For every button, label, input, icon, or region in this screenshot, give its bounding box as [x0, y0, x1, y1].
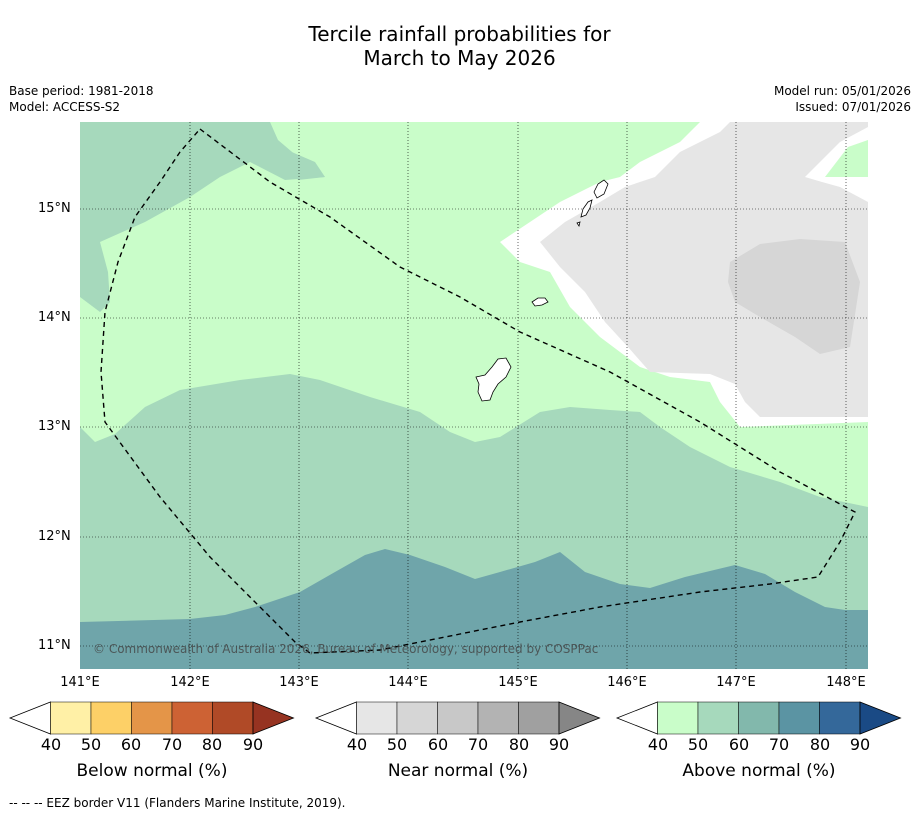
model-name: Model: ACCESS-S2 [9, 100, 121, 114]
colorbar-below-label: Below normal (%) [76, 761, 228, 781]
cb-above-tick: 40 [647, 735, 669, 754]
cb-near-tick: 60 [427, 735, 449, 754]
colorbar-below [8, 701, 295, 735]
colorbar-near-segment [356, 701, 398, 735]
colorbar-above-segment [657, 701, 699, 735]
cb-below-tick: 80 [201, 735, 223, 754]
colorbar-near-extend-high [558, 701, 601, 735]
colorbar-near-segment [396, 701, 438, 735]
eez-border [100, 128, 856, 654]
colorbar-below-segment [90, 701, 132, 735]
cb-near-tick: 40 [346, 735, 368, 754]
lon-label-145: 145°E [498, 675, 538, 690]
island-rota [531, 297, 549, 307]
title-line-2: March to May 2026 [363, 46, 556, 70]
colorbar-above [615, 701, 902, 735]
colorbar-below-segment [50, 701, 92, 735]
colorbar-near-extend-low [314, 701, 357, 735]
colorbar-near-segment [518, 701, 560, 735]
map-green-patch [825, 140, 868, 177]
lat-label-13: 13°N [38, 419, 71, 434]
colorbar-below-segment [131, 701, 173, 735]
lat-label-11: 11°N [38, 638, 71, 653]
colorbar-near-label: Near normal (%) [387, 761, 529, 781]
islands [475, 179, 609, 402]
colorbar-above-segment [819, 701, 861, 735]
lat-label-15: 15°N [38, 201, 71, 216]
cb-below-tick: 50 [80, 735, 102, 754]
cb-above-tick: 60 [728, 735, 750, 754]
cb-below-tick: 60 [120, 735, 142, 754]
colorbar-below-segment [171, 701, 213, 735]
colorbar-below-segment [212, 701, 254, 735]
eez-legend-note: -- -- -- EEZ border V11 (Flanders Marine… [9, 796, 346, 810]
map-svg [80, 122, 868, 669]
lon-label-148: 148°E [826, 675, 866, 690]
colorbar-above-segment [778, 701, 820, 735]
cb-below-tick: 40 [40, 735, 62, 754]
map-region-above-50-west [80, 122, 325, 312]
lon-label-147: 147°E [716, 675, 756, 690]
cb-near-tick: 70 [467, 735, 489, 754]
colorbar-above-extend-low [615, 701, 658, 735]
colorbar-near-segment [477, 701, 519, 735]
island-tinian [580, 199, 593, 218]
lon-label-142: 142°E [170, 675, 210, 690]
cb-above-tick: 50 [687, 735, 709, 754]
cb-above-tick: 90 [849, 735, 871, 754]
copyright-text: © Commonwealth of Australia 2026, Bureau… [93, 642, 599, 656]
map-region-near-50 [728, 239, 860, 354]
colorbar-near-segment [437, 701, 479, 735]
colorbars-svg [8, 701, 902, 735]
cb-below-tick: 70 [161, 735, 183, 754]
cb-above-tick: 70 [768, 735, 790, 754]
meta-right: Model run: 05/01/2026 Issued: 07/01/2026 [774, 83, 911, 115]
colorbar-below-extend-high [252, 701, 295, 735]
model-run: Model run: 05/01/2026 [773, 84, 911, 98]
lon-label-144: 144°E [388, 675, 428, 690]
island-guam [475, 357, 512, 402]
island-aguijan [576, 221, 581, 227]
lon-label-141: 141°E [60, 675, 100, 690]
cb-above-tick: 80 [809, 735, 831, 754]
colorbar-near [314, 701, 601, 735]
lat-label-14: 14°N [38, 310, 71, 325]
map-gridlines [80, 122, 868, 669]
cb-below-tick: 90 [242, 735, 264, 754]
cb-near-tick: 90 [548, 735, 570, 754]
map-region-above-60 [80, 549, 868, 669]
issued-date: Issued: 07/01/2026 [795, 100, 911, 114]
lon-label-146: 146°E [607, 675, 647, 690]
colorbar-above-segment [738, 701, 780, 735]
lon-label-143: 143°E [279, 675, 319, 690]
colorbar-above-segment [697, 701, 739, 735]
map-region-near-40 [540, 122, 868, 417]
cb-near-tick: 50 [386, 735, 408, 754]
lat-label-12: 12°N [38, 529, 71, 544]
island-saipan [593, 179, 609, 199]
meta-left: Base period: 1981-2018 Model: ACCESS-S2 [9, 83, 154, 115]
colorbar-above-extend-high [859, 701, 902, 735]
colorbar-above-label: Above normal (%) [682, 761, 836, 781]
base-period: Base period: 1981-2018 [9, 84, 154, 98]
title-line-1: Tercile rainfall probabilities for [308, 22, 611, 46]
cb-near-tick: 80 [508, 735, 530, 754]
rainfall-map: © Commonwealth of Australia 2026, Bureau… [80, 122, 868, 669]
colorbar-below-extend-low [8, 701, 51, 735]
